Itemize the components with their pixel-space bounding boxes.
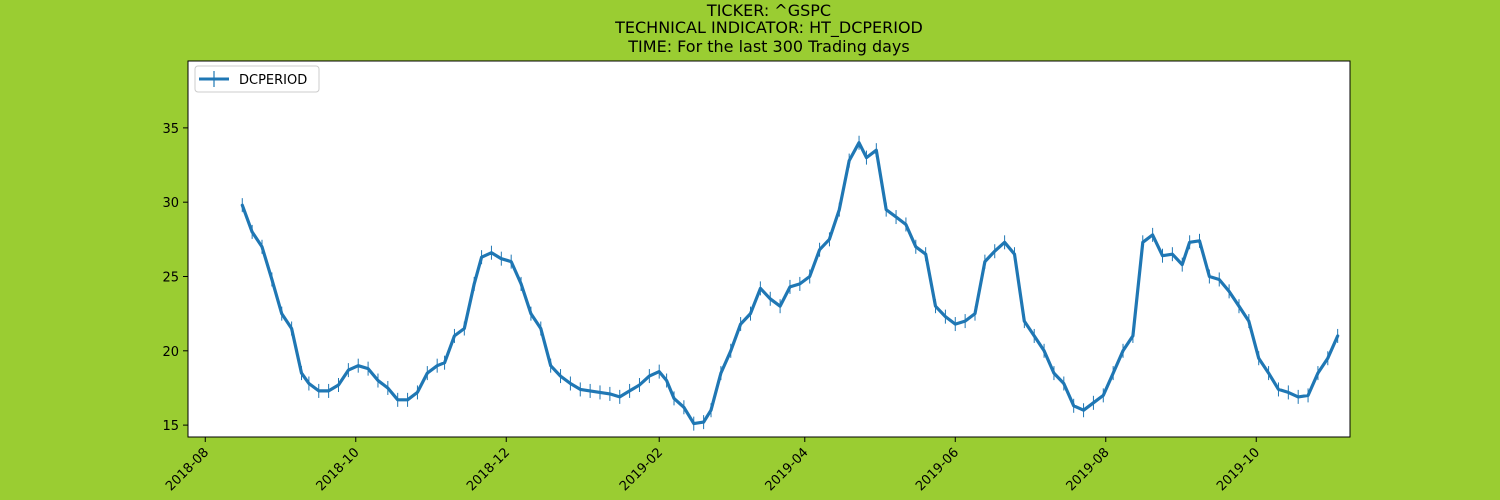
chart-title: TICKER: ^GSPC TECHNICAL INDICATOR: HT_DC… bbox=[614, 1, 923, 56]
series-layer bbox=[240, 135, 1340, 431]
y-tick-label: 25 bbox=[162, 270, 179, 285]
title-line-2: TECHNICAL INDICATOR: HT_DCPERIOD bbox=[614, 18, 923, 38]
y-tick-label: 20 bbox=[162, 345, 179, 360]
series-line-dcperiod bbox=[240, 141, 1340, 426]
x-tick-label: 2019-10 bbox=[1214, 445, 1263, 494]
x-tick-label: 2018-08 bbox=[163, 445, 212, 494]
x-tick-label: 2019-08 bbox=[1064, 445, 1113, 494]
title-line-3: TIME: For the last 300 Trading days bbox=[627, 37, 909, 56]
x-tick-label: 2019-06 bbox=[913, 445, 962, 494]
x-tick-label: 2019-02 bbox=[617, 445, 666, 494]
x-tick-label: 2018-12 bbox=[464, 445, 513, 494]
y-tick-label: 15 bbox=[162, 419, 179, 434]
legend-label-dcperiod: DCPERIOD bbox=[239, 73, 307, 88]
y-axis: 15 20 25 30 35 bbox=[162, 122, 188, 434]
y-tick-label: 30 bbox=[162, 196, 179, 211]
legend: DCPERIOD bbox=[194, 65, 320, 93]
x-axis: 2018-08 2018-10 2018-12 2019-02 2019-04 2019-… bbox=[163, 437, 1263, 494]
title-line-1: TICKER: ^GSPC bbox=[706, 1, 831, 20]
x-tick-label: 2018-10 bbox=[314, 445, 363, 494]
legend-box bbox=[194, 65, 320, 93]
y-tick-label: 35 bbox=[162, 122, 179, 137]
x-tick-label: 2019-04 bbox=[763, 445, 812, 494]
plot-area bbox=[187, 60, 1351, 438]
